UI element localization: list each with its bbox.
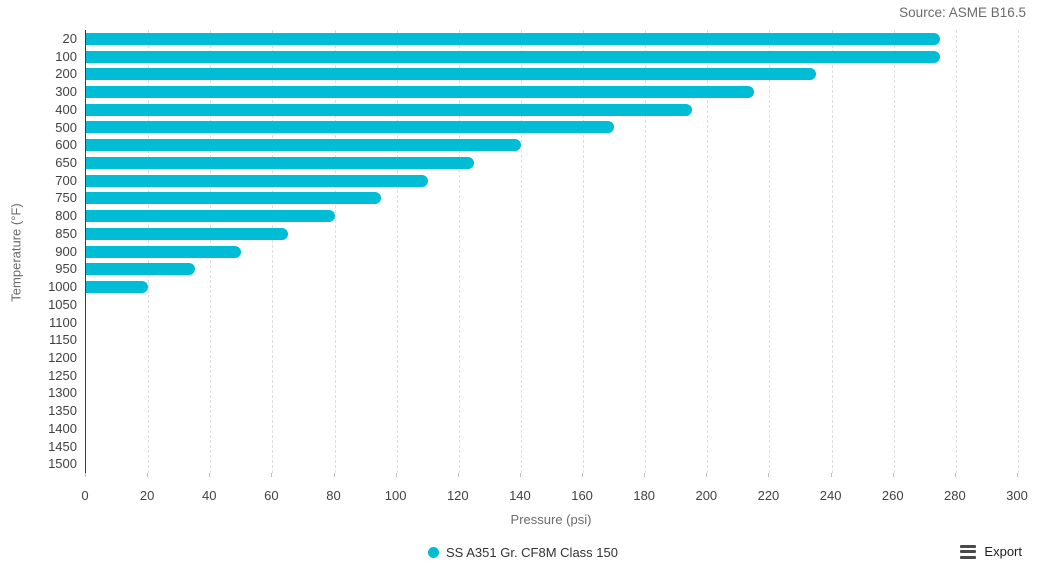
bar[interactable] [86, 280, 149, 293]
x-axis-tick-label: 120 [446, 488, 469, 503]
x-axis-tick-label: 60 [264, 488, 279, 503]
gridline [520, 30, 522, 473]
y-axis-tick-label: 650 [55, 155, 77, 171]
y-axis-tick-label: 1000 [48, 279, 77, 295]
axis-tick [768, 473, 770, 477]
y-axis-tick-label: 1400 [48, 420, 77, 436]
x-axis-tick-label: 140 [509, 488, 531, 503]
y-axis-tick-label: 500 [55, 119, 77, 135]
y-axis-tick-label: 200 [55, 66, 77, 82]
axis-tick [954, 473, 956, 477]
legend-label: SS A351 Gr. CF8M Class 150 [446, 545, 618, 560]
x-axis-tick-label: 20 [139, 488, 155, 503]
bar[interactable] [86, 227, 288, 240]
x-axis-tick-label: 80 [326, 488, 341, 503]
axis-tick [519, 473, 521, 477]
axis-tick [333, 473, 335, 477]
axis-tick [1017, 473, 1018, 477]
gridline [583, 30, 585, 473]
gridline [1018, 30, 1019, 473]
axis-tick [395, 473, 397, 477]
x-axis-tick-label: 280 [944, 488, 966, 503]
plot-area [85, 30, 1019, 473]
bar[interactable] [86, 68, 817, 81]
gridline [396, 30, 398, 473]
x-axis-tick-label: 160 [571, 488, 593, 503]
gridline [955, 30, 957, 473]
axis-tick [457, 473, 459, 477]
x-axis-tick-label: 220 [757, 488, 780, 503]
axis-tick [706, 473, 708, 477]
y-axis-tick-label: 850 [55, 225, 77, 241]
y-axis-tick-label: 300 [55, 84, 77, 100]
bar[interactable] [86, 86, 754, 99]
x-axis-tick-label: 0 [81, 488, 89, 503]
axis-tick [582, 473, 584, 477]
y-axis-tick-label: 750 [55, 190, 77, 206]
gridline [272, 30, 274, 473]
axis-tick [644, 473, 646, 477]
gridline [831, 30, 833, 473]
x-axis-tick-label: 100 [384, 488, 407, 503]
y-axis-tick-label: 1200 [48, 349, 77, 365]
bar[interactable] [86, 174, 428, 187]
y-axis-tick-label: 1050 [48, 296, 77, 312]
x-axis-tick-label: 260 [881, 488, 904, 503]
axis-tick [85, 473, 86, 477]
y-axis-tick-label: 900 [55, 243, 77, 259]
bar[interactable] [86, 192, 382, 205]
bar[interactable] [86, 156, 475, 169]
gridline [645, 30, 647, 473]
menu-icon [960, 544, 977, 559]
legend-marker-icon [428, 547, 440, 558]
axis-tick [830, 473, 832, 477]
bar[interactable] [86, 139, 521, 152]
x-axis-tick-label: 180 [633, 488, 656, 503]
y-axis-tick-label: 400 [55, 101, 77, 117]
axis-tick [892, 473, 894, 477]
gridline [769, 30, 771, 473]
x-axis-tick-label: 200 [695, 488, 718, 503]
legend-item[interactable]: SS A351 Gr. CF8M Class 150 [0, 545, 1046, 560]
y-axis-title: Temperature (°F) [8, 203, 24, 302]
y-axis-tick-label: 20 [62, 31, 77, 46]
export-button[interactable]: Export [960, 544, 1022, 559]
bar[interactable] [86, 121, 615, 134]
y-axis-tick-label: 600 [55, 137, 77, 153]
y-axis-tick-label: 1150 [49, 332, 77, 348]
gridline [893, 30, 895, 473]
export-button-label: Export [984, 544, 1022, 559]
x-axis-tick-label: 300 [1006, 488, 1028, 503]
y-axis-tick-label: 1100 [49, 314, 77, 330]
x-axis-title: Pressure (psi) [510, 512, 592, 527]
x-axis-tick-label: 240 [819, 488, 842, 503]
source-note: Source: ASME B16.5 [899, 5, 1026, 20]
bar[interactable] [86, 210, 335, 223]
bar[interactable] [86, 50, 941, 63]
bar[interactable] [86, 103, 692, 116]
gridline [458, 30, 460, 473]
y-axis-tick-label: 1450 [48, 438, 77, 454]
y-axis-tick-label: 1500 [48, 456, 77, 472]
y-axis-tick-label: 1300 [48, 385, 77, 401]
y-axis-tick-label: 800 [55, 208, 77, 224]
gridline [707, 30, 709, 473]
x-axis-tick-label: 40 [202, 488, 217, 503]
y-axis-tick-label: 1350 [48, 403, 77, 419]
axis-tick [271, 473, 273, 477]
axis-tick [209, 473, 211, 477]
axis-tick [147, 473, 149, 477]
y-axis-tick-label: 100 [55, 48, 77, 64]
bar[interactable] [86, 245, 242, 258]
y-axis-tick-label: 1250 [48, 367, 77, 383]
gridline [334, 30, 336, 473]
y-axis-tick-label: 700 [55, 172, 77, 188]
bar[interactable] [86, 263, 195, 276]
bar[interactable] [86, 32, 941, 45]
y-axis-tick-label: 950 [55, 261, 77, 277]
